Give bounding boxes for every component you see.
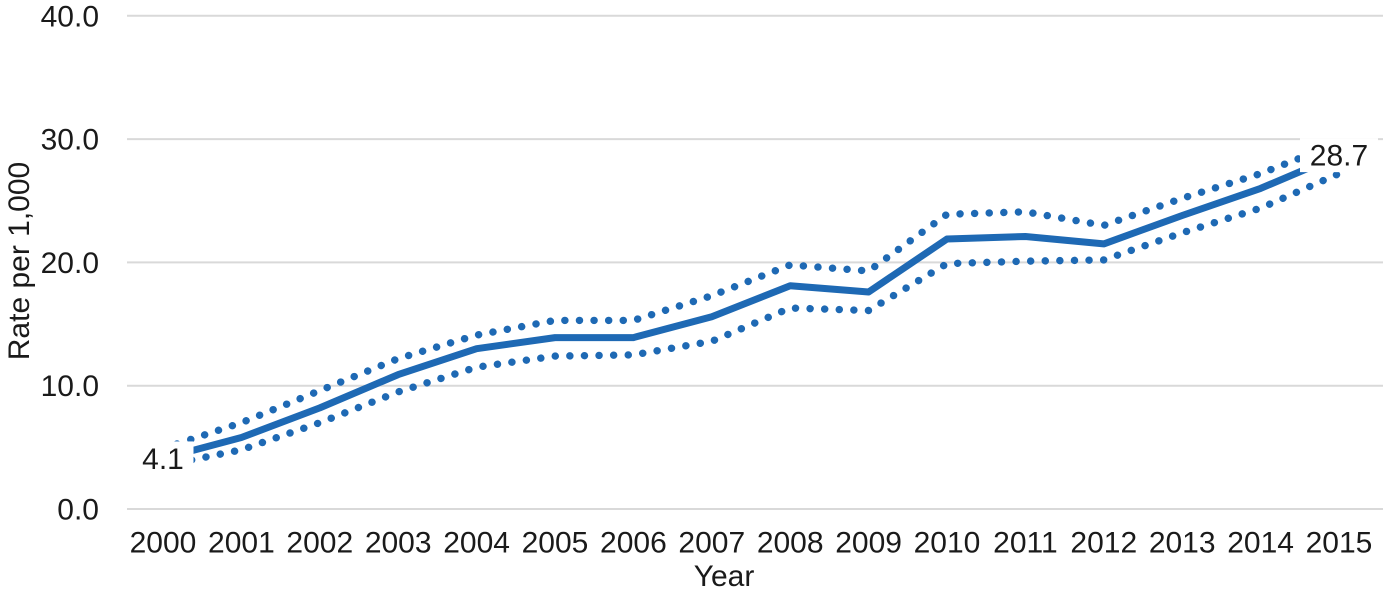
last-point-label-mask xyxy=(1300,138,1378,173)
y-axis-tick-labels: 0.0 10.0 20.0 30.0 40.0 xyxy=(41,0,99,526)
x-tick-label: 2004 xyxy=(443,527,510,560)
y-tick-label: 40.0 xyxy=(41,0,99,33)
series-lines xyxy=(159,139,1343,470)
x-tick-label: 2013 xyxy=(1149,527,1216,560)
y-axis-title: Rate per 1,000 xyxy=(3,162,36,360)
y-tick-label: 10.0 xyxy=(41,370,99,403)
upper-dotted-line xyxy=(159,139,1343,453)
x-tick-label: 2009 xyxy=(835,527,902,560)
solid-rate-line xyxy=(162,151,1341,462)
y-tick-label: 0.0 xyxy=(57,494,99,527)
x-tick-label: 2002 xyxy=(286,527,353,560)
x-tick-label: 2008 xyxy=(757,527,824,560)
x-axis-tick-labels: 2000 2001 2002 2003 2004 2005 2006 2007 2008 2009… xyxy=(130,527,1373,560)
x-tick-label: 2000 xyxy=(130,527,197,560)
gridlines xyxy=(127,14,1383,510)
y-tick-label: 30.0 xyxy=(41,124,99,157)
x-tick-label: 2012 xyxy=(1070,527,1137,560)
x-axis-title: Year xyxy=(694,560,755,593)
x-tick-label: 2006 xyxy=(600,527,667,560)
y-tick-label: 20.0 xyxy=(41,247,99,280)
data-point-labels: 4.1 28.7 xyxy=(132,138,1378,476)
x-tick-label: 2010 xyxy=(914,527,981,560)
x-tick-label: 2015 xyxy=(1306,527,1373,560)
first-point-label: 4.1 xyxy=(142,443,184,476)
lower-dotted-line xyxy=(159,169,1343,470)
x-tick-label: 2014 xyxy=(1227,527,1294,560)
x-tick-label: 2001 xyxy=(208,527,275,560)
x-tick-label: 2011 xyxy=(993,527,1058,560)
x-tick-label: 2005 xyxy=(522,527,589,560)
first-point-label-mask xyxy=(132,441,194,476)
x-tick-label: 2003 xyxy=(365,527,432,560)
last-point-label: 28.7 xyxy=(1310,140,1368,173)
x-tick-label: 2007 xyxy=(678,527,745,560)
